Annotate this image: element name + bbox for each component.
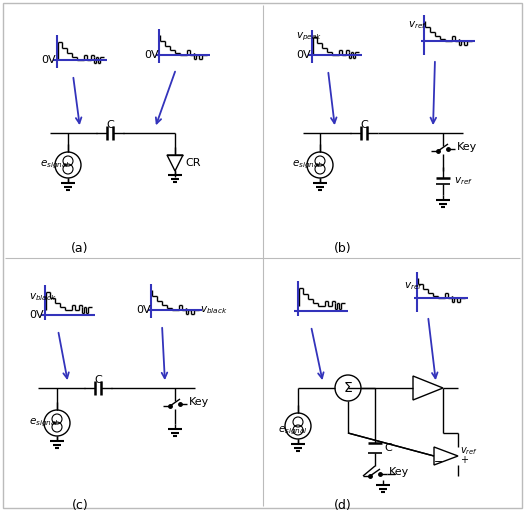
Text: CR: CR bbox=[185, 158, 201, 168]
Text: Key: Key bbox=[457, 142, 477, 152]
Text: $v_{ref}$: $v_{ref}$ bbox=[454, 175, 473, 187]
Text: $v_{ref}$: $v_{ref}$ bbox=[404, 280, 423, 292]
Text: (b): (b) bbox=[334, 242, 352, 254]
Text: (c): (c) bbox=[71, 499, 88, 511]
Text: $v_{ref}$: $v_{ref}$ bbox=[408, 19, 427, 31]
Text: 0V: 0V bbox=[144, 50, 159, 60]
Text: C: C bbox=[94, 375, 102, 385]
Text: Key: Key bbox=[189, 397, 209, 407]
FancyBboxPatch shape bbox=[3, 3, 522, 508]
Text: (d): (d) bbox=[334, 499, 352, 511]
Text: $e_{signal}$: $e_{signal}$ bbox=[292, 159, 322, 171]
Text: $-$: $-$ bbox=[433, 455, 443, 465]
Text: Key: Key bbox=[389, 467, 410, 477]
Text: $v_{black}$: $v_{black}$ bbox=[29, 291, 57, 303]
Text: C: C bbox=[106, 120, 114, 130]
Text: $v_{peak}$: $v_{peak}$ bbox=[296, 31, 322, 43]
Text: 0V: 0V bbox=[29, 310, 44, 320]
Text: 0V: 0V bbox=[296, 50, 311, 60]
Text: C: C bbox=[360, 120, 368, 130]
Text: +: + bbox=[460, 455, 468, 465]
Text: Σ: Σ bbox=[344, 381, 352, 395]
Text: $v_{black}$: $v_{black}$ bbox=[200, 304, 228, 316]
Text: $v_{ref}$: $v_{ref}$ bbox=[460, 445, 478, 457]
Text: 0V: 0V bbox=[41, 55, 56, 65]
Text: $e_{signal}$: $e_{signal}$ bbox=[40, 159, 70, 171]
Text: 0V: 0V bbox=[136, 305, 151, 315]
Text: (a): (a) bbox=[71, 242, 89, 254]
Text: $e_{signal}$: $e_{signal}$ bbox=[29, 417, 59, 429]
Text: $e_{signal}$: $e_{signal}$ bbox=[278, 425, 308, 437]
Text: C: C bbox=[384, 443, 392, 453]
